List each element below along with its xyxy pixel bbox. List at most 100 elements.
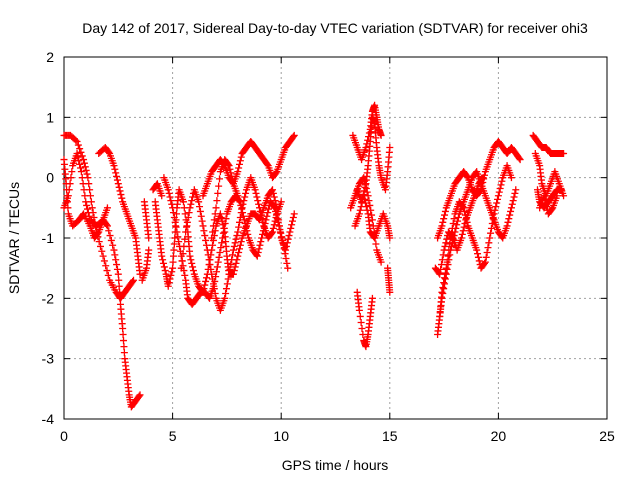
- data-point: [115, 183, 123, 191]
- series-trace-d: [95, 144, 144, 278]
- data-point: [367, 206, 375, 214]
- data-point: [208, 234, 216, 242]
- data-point: [209, 241, 217, 249]
- axis-ticks: [63, 56, 608, 420]
- data-point: [145, 246, 153, 254]
- data-point: [113, 261, 121, 269]
- data-point: [541, 195, 549, 203]
- data-point: [237, 153, 245, 161]
- data-point: [99, 252, 107, 260]
- data-point: [356, 206, 364, 214]
- data-point: [206, 261, 214, 269]
- data-point: [203, 246, 211, 254]
- data-point: [77, 168, 85, 176]
- data-point: [362, 203, 370, 211]
- data-point: [493, 199, 501, 207]
- data-point: [115, 282, 123, 290]
- data-point: [441, 274, 449, 282]
- data-point: [361, 177, 369, 185]
- data-point: [437, 265, 445, 273]
- data-point: [441, 280, 449, 288]
- data-point: [362, 144, 370, 151]
- data-point: [64, 204, 72, 212]
- data-point: [207, 265, 215, 273]
- data-point: [439, 283, 447, 291]
- data-point: [83, 205, 91, 213]
- data-point: [80, 159, 88, 167]
- data-point: [473, 246, 481, 254]
- y-tick-label: 0: [46, 170, 54, 186]
- data-point: [557, 186, 565, 194]
- data-point: [515, 154, 523, 162]
- data-point: [164, 282, 172, 290]
- data-point: [236, 241, 244, 249]
- data-point: [474, 250, 482, 258]
- chart-title: Day 142 of 2017, Sidereal Day-to-day VTE…: [82, 20, 588, 36]
- data-point: [256, 207, 264, 215]
- data-point: [158, 252, 166, 260]
- data-point: [451, 228, 459, 236]
- series-trace-p: [347, 174, 385, 266]
- data-point: [189, 267, 197, 275]
- data-point: [269, 186, 277, 194]
- data-point: [265, 205, 273, 213]
- data-point: [77, 148, 85, 156]
- data-point: [181, 271, 189, 279]
- data-point: [116, 288, 124, 296]
- data-point: [488, 220, 496, 228]
- data-point: [217, 244, 225, 252]
- data-point: [234, 252, 242, 260]
- data-point: [438, 222, 446, 230]
- data-point: [459, 227, 467, 235]
- data-point: [236, 213, 244, 221]
- data-point: [187, 200, 195, 208]
- data-point: [255, 204, 263, 212]
- data-point: [104, 271, 112, 279]
- data-point: [82, 198, 90, 206]
- data-point: [439, 218, 447, 226]
- data-point: [233, 232, 241, 240]
- data-point: [82, 166, 90, 174]
- data-point: [215, 253, 223, 261]
- data-point: [369, 222, 377, 230]
- data-point: [234, 168, 242, 176]
- data-point: [235, 223, 243, 231]
- data-point: [237, 209, 245, 217]
- data-point: [494, 192, 502, 200]
- data-point: [364, 192, 372, 200]
- data-point: [74, 141, 82, 149]
- data-point: [236, 157, 244, 165]
- data-point: [507, 174, 515, 182]
- data-point: [264, 209, 272, 217]
- data-point: [235, 245, 243, 253]
- data-point: [197, 212, 205, 220]
- data-point: [479, 174, 487, 182]
- data-point: [116, 294, 124, 302]
- data-point: [272, 213, 280, 221]
- data-point: [377, 258, 385, 266]
- data-point: [84, 209, 92, 217]
- data-point: [355, 306, 363, 314]
- data-point: [119, 325, 127, 332]
- data-point: [463, 172, 471, 180]
- data-point: [271, 217, 279, 225]
- data-point: [277, 229, 285, 237]
- data-point: [235, 248, 243, 256]
- data-point: [256, 241, 264, 249]
- y-tick-label: -3: [42, 351, 55, 367]
- data-point: [187, 256, 195, 264]
- data-point: [225, 162, 233, 170]
- data-point: [136, 270, 144, 278]
- data-point: [457, 234, 465, 242]
- series-trace-o: [351, 192, 394, 242]
- data-point: [239, 200, 247, 208]
- y-tick-label: 2: [46, 49, 54, 65]
- data-points: [60, 101, 568, 411]
- data-point: [289, 213, 297, 221]
- data-point: [214, 189, 222, 197]
- data-point: [106, 232, 114, 240]
- data-point: [234, 228, 242, 236]
- data-point: [284, 235, 292, 243]
- data-point: [487, 229, 495, 237]
- data-point: [356, 312, 364, 320]
